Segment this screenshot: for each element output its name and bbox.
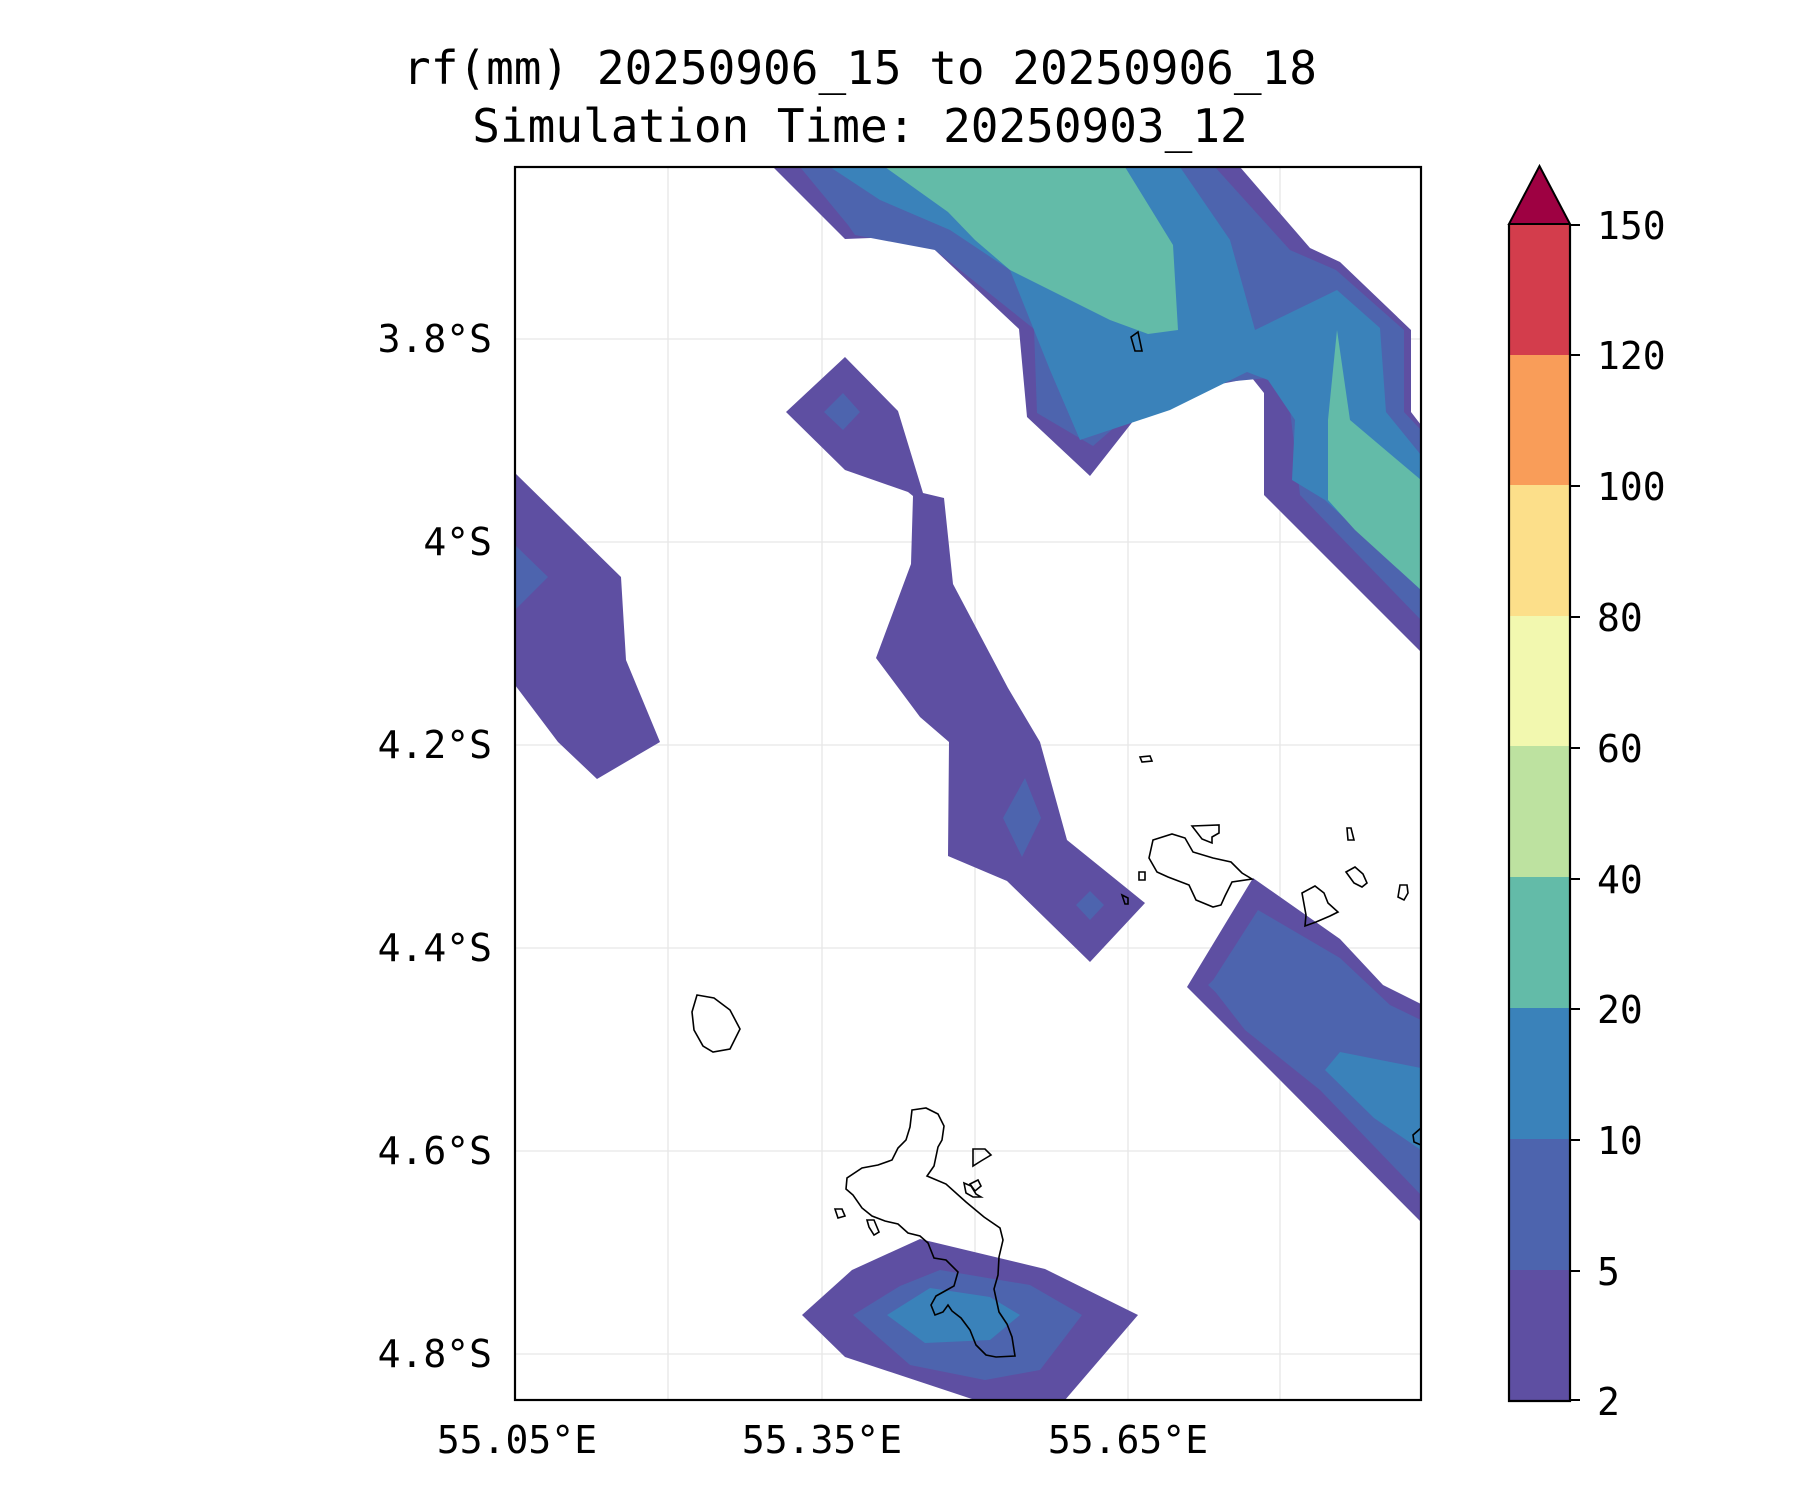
x-tick-label: 55.05°E xyxy=(437,1418,597,1462)
colorbar-tick-label: 40 xyxy=(1597,858,1643,902)
coast-bird-islet xyxy=(1138,755,1154,763)
contour-southeast-5-10 xyxy=(1210,910,1421,1195)
coast-silhouette-island xyxy=(691,994,741,1053)
y-tick-label: 4.8°S xyxy=(378,1332,492,1376)
y-tick-label: 4°S xyxy=(423,520,492,564)
title-line-1: rf(mm) 20250906_15 to 20250906_18 xyxy=(403,41,1317,95)
colorbar-segment-120-150 xyxy=(1509,224,1570,355)
coast-small-rocks xyxy=(1120,893,1129,905)
colorbar-tick-label: 5 xyxy=(1597,1250,1620,1294)
coast-la-digue-island xyxy=(1301,885,1340,928)
colorbar-tick-label: 60 xyxy=(1597,727,1643,771)
coast-conception-island xyxy=(865,1219,881,1237)
y-tick-label: 4.2°S xyxy=(378,723,492,767)
contour-southeast-5-10-core xyxy=(1208,965,1250,1005)
colorbar-segment-20-40 xyxy=(1509,877,1570,1008)
contour-central-5-10-c xyxy=(1076,891,1104,920)
colorbar-segment-100-120 xyxy=(1509,354,1570,485)
colorbar-segment-10-20 xyxy=(1509,1008,1570,1139)
coast-praslin-island xyxy=(1148,833,1255,908)
colorbar-segment-40-60 xyxy=(1509,746,1570,877)
rainfall-contours xyxy=(515,167,1421,1400)
coast-ste-anne-island xyxy=(972,1148,993,1168)
colorbar-tick-label: 10 xyxy=(1597,1119,1643,1163)
title-line-2: Simulation Time: 20250903_12 xyxy=(472,99,1248,153)
x-tick-label: 55.65°E xyxy=(1048,1418,1208,1462)
contour-central-5-10-b xyxy=(1003,778,1041,857)
colorbar-extend-arrow xyxy=(1507,163,1572,225)
contour-southeast-10-20 xyxy=(1325,1052,1421,1150)
coast-aride-island xyxy=(1346,827,1356,841)
colorbar-tick-label: 150 xyxy=(1597,204,1666,248)
colorbar-tick-label: 100 xyxy=(1597,465,1666,509)
y-tick-label: 4.4°S xyxy=(378,926,492,970)
contour-north-20-40 xyxy=(885,167,1178,334)
coast-curieuse-island xyxy=(1190,824,1220,845)
colorbar-segment-60-80 xyxy=(1509,615,1570,746)
y-tick-label: 3.8°S xyxy=(378,317,492,361)
map-panel: 3.8°S 4°S 4.2°S 4.4°S 4.6°S 4.8°S 55.05°… xyxy=(378,165,1423,1462)
colorbar-tick-label: 120 xyxy=(1597,334,1666,378)
coast-cousine-island xyxy=(1138,871,1146,881)
coast-denis-islet xyxy=(1130,330,1143,352)
contour-west-2-5 xyxy=(515,473,660,779)
contour-east-20-40 xyxy=(1328,330,1421,590)
x-axis: 55.05°E 55.35°E 55.65°E xyxy=(437,1418,1208,1462)
coast-round-island xyxy=(962,1181,984,1198)
colorbar-tick-label: 80 xyxy=(1597,596,1643,640)
colorbar-tick-label: 2 xyxy=(1597,1380,1620,1424)
coast-therese-island xyxy=(833,1208,847,1219)
coast-marianne-island xyxy=(1397,884,1409,902)
colorbar-segment-5-10 xyxy=(1509,1139,1570,1270)
contour-central-5-10-a xyxy=(824,393,860,430)
colorbar-labels: 150 120 100 80 60 40 20 10 5 2 xyxy=(1597,204,1666,1424)
x-tick-label: 55.35°E xyxy=(742,1418,902,1462)
colorbar-segment-2-5 xyxy=(1509,1270,1570,1401)
coast-east-islet xyxy=(1412,1126,1421,1146)
coast-felicite-island xyxy=(1344,866,1368,888)
contour-central-2-5 xyxy=(786,357,1145,962)
y-tick-label: 4.6°S xyxy=(378,1129,492,1173)
coast-mahe-island xyxy=(845,1107,1016,1358)
colorbar-segment-80-100 xyxy=(1509,485,1570,616)
contour-south-10-20 xyxy=(887,1288,1020,1343)
contour-west-5-10 xyxy=(515,545,548,610)
colorbar-ticks xyxy=(1570,224,1580,1401)
contour-north-10-20 xyxy=(830,167,1421,590)
colorbar: 150 120 100 80 60 40 20 10 5 2 xyxy=(1507,163,1666,1424)
y-axis: 3.8°S 4°S 4.2°S 4.4°S 4.6°S 4.8°S xyxy=(378,317,492,1376)
coastlines xyxy=(691,330,1421,1358)
colorbar-tick-label: 20 xyxy=(1597,988,1643,1032)
map-frame xyxy=(513,165,1423,1402)
colorbar-frame xyxy=(1507,224,1572,1403)
